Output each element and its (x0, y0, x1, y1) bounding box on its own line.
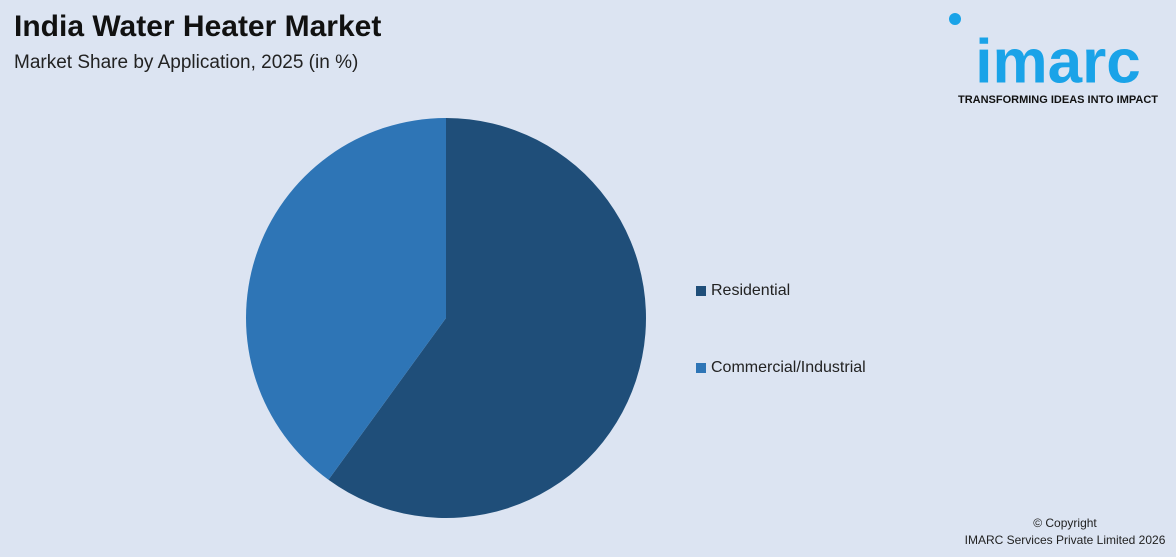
legend-label: Residential (711, 282, 790, 299)
legend-label: Commercial/Industrial (711, 359, 866, 376)
copyright: © Copyright (1033, 516, 1097, 530)
chart-subtitle: Market Share by Application, 2025 (in %) (14, 52, 358, 73)
pie-slice (328, 118, 646, 519)
company: IMARC Services Private Limited 2026 (965, 533, 1166, 547)
legend-swatch (696, 286, 706, 296)
logo-dot (949, 13, 961, 25)
chart-title: India Water Heater Market (14, 10, 381, 43)
logo-tagline: TRANSFORMING IDEAS INTO IMPACT (958, 94, 1158, 106)
logo-name: imarc (975, 27, 1140, 96)
legend-swatch (696, 363, 706, 373)
pie-slice (246, 117, 446, 480)
